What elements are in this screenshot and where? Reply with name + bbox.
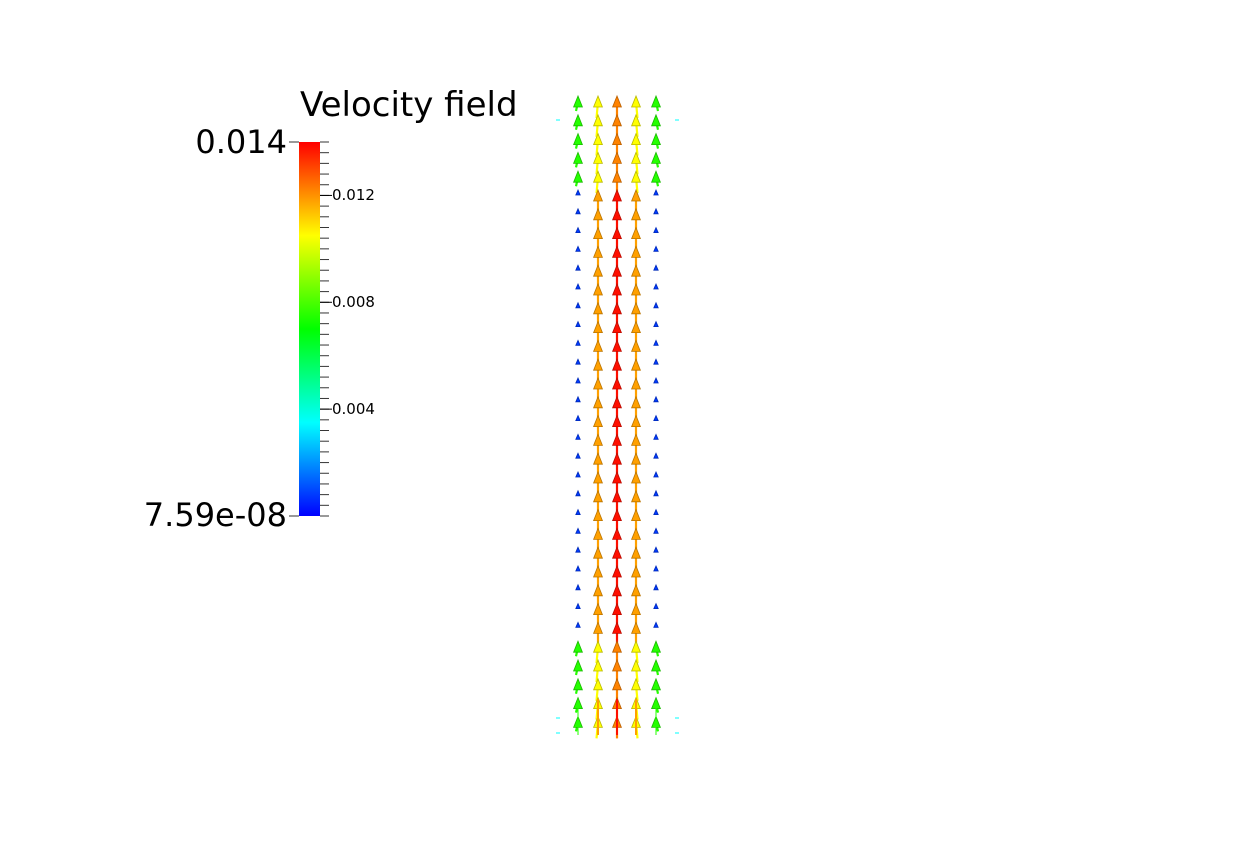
velocity-arrow	[575, 283, 581, 290]
velocity-arrow	[653, 602, 659, 609]
velocity-arrow	[575, 433, 581, 440]
colorbar-tick-label: 0.012	[332, 186, 375, 205]
velocity-arrow	[593, 640, 603, 664]
velocity-arrow	[653, 414, 659, 422]
velocity-arrow	[593, 151, 603, 175]
velocity-arrow	[631, 677, 641, 701]
colorbar-ticks	[289, 141, 332, 517]
velocity-arrow	[575, 245, 581, 252]
velocity-arrow	[575, 621, 581, 628]
velocity-arrow	[573, 640, 583, 657]
velocity-arrow	[651, 677, 661, 695]
velocity-arrow	[653, 471, 659, 478]
velocity-arrow	[575, 546, 581, 553]
velocity-arrow	[575, 395, 581, 403]
velocity-arrow	[575, 527, 581, 534]
velocity-arrow	[575, 189, 581, 196]
colorbar	[299, 142, 320, 516]
velocity-arrow	[575, 226, 581, 234]
velocity-arrow	[573, 94, 583, 112]
velocity-arrow	[653, 565, 659, 572]
velocity-arrow	[653, 264, 659, 271]
legend-title: Velocity field	[300, 85, 518, 125]
velocity-arrow	[651, 640, 661, 657]
velocity-arrow	[593, 170, 603, 194]
velocity-arrow	[653, 339, 659, 346]
velocity-arrow	[653, 226, 659, 234]
velocity-arrow	[593, 94, 603, 119]
velocity-arrow	[653, 283, 659, 290]
velocity-arrow	[631, 94, 641, 119]
velocity-arrow	[653, 452, 659, 459]
velocity-arrow	[575, 414, 581, 422]
velocity-arrow	[573, 677, 583, 695]
velocity-arrow	[651, 170, 661, 187]
velocity-arrow	[575, 602, 581, 609]
velocity-arrow	[653, 189, 659, 196]
colorbar-tick-label: 0.004	[332, 400, 375, 419]
velocity-arrow	[653, 395, 659, 403]
velocity-arrow	[593, 677, 603, 701]
velocity-arrow	[575, 358, 581, 365]
velocity-arrow	[651, 151, 661, 168]
velocity-arrow	[573, 151, 583, 168]
velocity-arrow	[575, 301, 581, 309]
velocity-arrow	[653, 527, 659, 534]
legend-max-label: 0.014	[195, 123, 287, 161]
velocity-arrow	[573, 658, 583, 676]
velocity-arrow	[575, 377, 581, 384]
colorbar-tick-label: 0.008	[332, 293, 375, 312]
velocity-arrow	[575, 452, 581, 459]
velocity-arrow	[653, 583, 659, 591]
velocity-arrow	[653, 621, 659, 628]
velocity-arrow	[631, 170, 641, 194]
velocity-arrow	[573, 132, 583, 149]
velocity-arrow	[653, 207, 659, 215]
velocity-arrow	[593, 132, 603, 156]
velocity-arrow	[653, 508, 659, 515]
velocity-arrow	[653, 301, 659, 309]
velocity-arrow	[651, 132, 661, 149]
velocity-arrow	[651, 113, 661, 131]
velocity-arrow	[651, 658, 661, 676]
velocity-arrow	[575, 339, 581, 346]
velocity-arrow	[573, 113, 583, 131]
velocity-arrow	[575, 565, 581, 572]
velocity-arrow	[593, 113, 603, 137]
velocity-arrow	[653, 489, 659, 497]
velocity-glyphs	[556, 94, 679, 739]
velocity-arrow	[575, 471, 581, 478]
velocity-arrow	[575, 207, 581, 215]
velocity-arrow	[631, 132, 641, 156]
velocity-arrow	[575, 320, 581, 328]
velocity-arrow	[631, 113, 641, 137]
velocity-arrow	[631, 151, 641, 175]
velocity-arrow	[653, 377, 659, 384]
velocity-arrow	[653, 433, 659, 440]
velocity-arrow	[653, 546, 659, 553]
velocity-arrow	[575, 583, 581, 591]
velocity-arrow	[653, 245, 659, 252]
velocity-arrow	[575, 489, 581, 497]
velocity-arrow	[631, 640, 641, 664]
velocity-arrow	[653, 320, 659, 328]
velocity-arrow	[653, 358, 659, 365]
velocity-arrow	[575, 508, 581, 515]
velocity-arrow	[593, 658, 603, 683]
velocity-arrow	[573, 170, 583, 187]
velocity-arrow	[651, 94, 661, 112]
velocity-arrow	[631, 658, 641, 683]
velocity-arrow	[575, 264, 581, 271]
legend-min-label: 7.59e-08	[143, 496, 287, 534]
